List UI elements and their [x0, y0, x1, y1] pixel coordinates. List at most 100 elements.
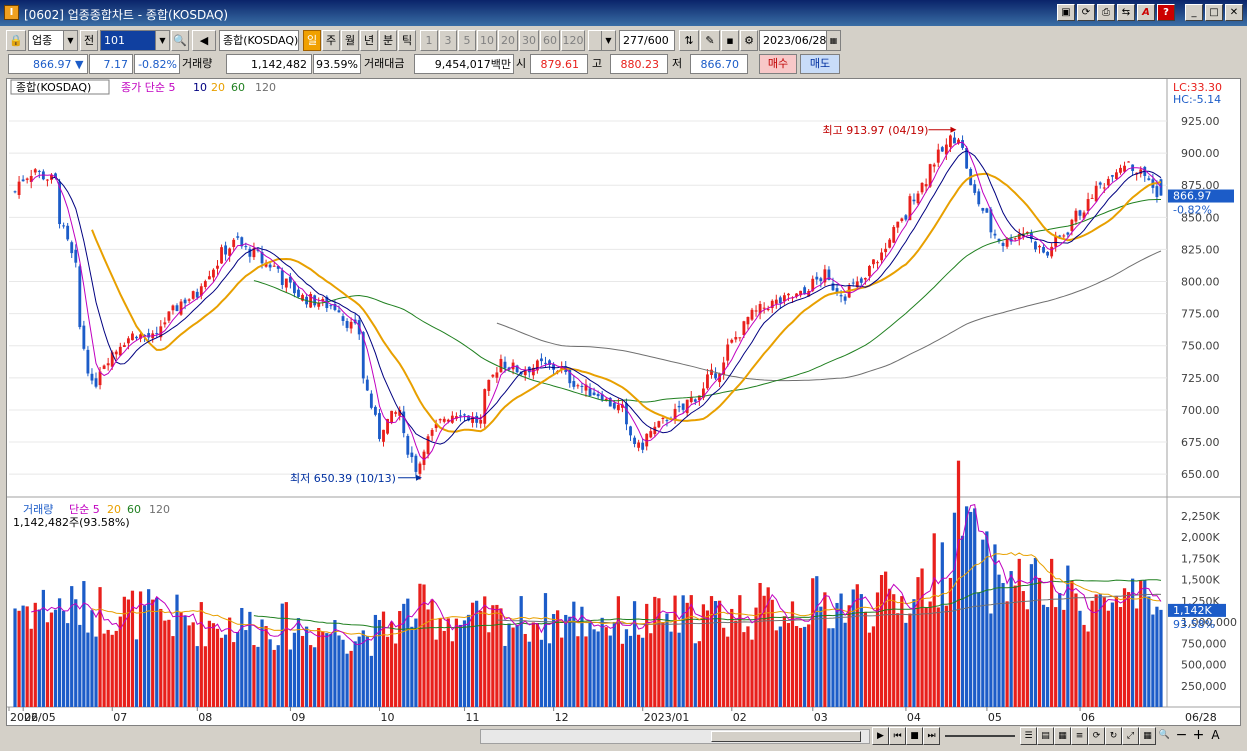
candle-body — [1001, 242, 1005, 247]
volume-bar — [507, 623, 511, 707]
candle-body — [1058, 235, 1062, 237]
zoom-out-icon[interactable]: − — [1175, 727, 1188, 743]
window-icon[interactable]: ▣ — [1057, 4, 1075, 21]
candle-body — [1025, 231, 1029, 233]
rewind-icon[interactable]: ⏮ — [889, 727, 906, 745]
interval-60[interactable]: 60 — [540, 30, 560, 51]
filter-icon[interactable]: ≡ — [1071, 727, 1088, 745]
grid-icon[interactable]: ▦ — [1054, 727, 1071, 745]
candle-body — [382, 429, 385, 442]
settings-icon[interactable]: ⚙ — [740, 30, 758, 51]
help-icon[interactable]: ? — [1157, 4, 1175, 21]
prev-button[interactable]: 전 — [80, 30, 98, 51]
zoom-slider[interactable] — [945, 735, 1015, 737]
zoom-icon[interactable]: 🔍 — [1158, 730, 1171, 740]
high-arrow-head — [950, 126, 957, 133]
buy-button[interactable]: 매수 — [759, 54, 797, 74]
stop-icon[interactable]: ■ — [906, 727, 923, 745]
volume-bar — [264, 626, 268, 707]
volume-bar — [1110, 602, 1115, 707]
search-icon[interactable]: 🔍 — [171, 30, 189, 51]
close-icon[interactable]: ✕ — [1225, 4, 1243, 21]
calendar-icon[interactable]: ▦ — [826, 31, 840, 50]
candle-body — [523, 370, 527, 376]
period-month[interactable]: 월 — [341, 30, 359, 51]
candle-body — [212, 269, 215, 278]
refresh-icon[interactable]: ⟳ — [1077, 4, 1095, 21]
scroll-thumb[interactable] — [711, 731, 861, 742]
quote-open: 879.61 — [530, 54, 588, 74]
date-field[interactable]: 2023/06/28 ▦ — [759, 30, 841, 51]
candle-body — [288, 276, 292, 283]
candle-body — [37, 170, 41, 172]
save-icon[interactable]: ▪ — [721, 30, 739, 51]
link-icon[interactable]: ⇆ — [1117, 4, 1135, 21]
interval-1[interactable]: 1 — [420, 30, 438, 51]
candle-body — [515, 365, 519, 373]
font-size-icon[interactable]: A — [1211, 728, 1220, 742]
candle-body — [58, 181, 61, 225]
speaker-icon[interactable]: ◀ — [192, 30, 216, 51]
category-select[interactable]: 업종 ▼ — [28, 30, 78, 51]
lock-icon[interactable]: 🔒 — [6, 30, 26, 51]
sell-button[interactable]: 매도 — [800, 54, 840, 74]
interval-select[interactable]: ▼ — [588, 30, 616, 51]
volume-bar — [1001, 582, 1005, 707]
interval-10[interactable]: 10 — [477, 30, 497, 51]
minimize-icon[interactable]: _ — [1185, 4, 1203, 21]
candle-body — [82, 325, 86, 349]
chart-type-icon[interactable]: ⇅ — [679, 30, 699, 51]
interval-120[interactable]: 120 — [561, 30, 585, 51]
period-minute[interactable]: 분 — [379, 30, 397, 51]
candle-body — [410, 452, 414, 458]
interval-3[interactable]: 3 — [439, 30, 457, 51]
candle-body — [1106, 178, 1110, 186]
price-legend-period: 10 — [193, 81, 207, 94]
volume-bar — [167, 619, 171, 707]
candle-body — [126, 338, 130, 344]
interval-30[interactable]: 30 — [519, 30, 539, 51]
quote-volume-pct: 93.59% — [313, 54, 361, 74]
fast-forward-icon[interactable]: ⏭ — [923, 727, 940, 745]
maximize-icon[interactable]: □ — [1205, 4, 1223, 21]
scroll-right-icon[interactable]: ▶ — [872, 727, 889, 745]
price-tick-label: 925.00 — [1181, 115, 1220, 128]
period-day[interactable]: 일 — [303, 30, 321, 51]
expand-icon[interactable]: ⤢ — [1122, 727, 1139, 745]
volume-bar — [90, 610, 94, 707]
zoom-in-icon[interactable]: + — [1192, 727, 1205, 743]
volume-bar — [284, 602, 288, 707]
rotate-icon[interactable]: ↻ — [1105, 727, 1122, 745]
volume-bar — [122, 596, 126, 707]
volume-legend-ma: 단순 5 — [69, 503, 100, 516]
period-tick[interactable]: 틱 — [398, 30, 416, 51]
table-icon[interactable]: ▤ — [1037, 727, 1054, 745]
period-year[interactable]: 년 — [360, 30, 378, 51]
chart-area[interactable]: 650.00 675.00 700.00 725.00 750.00 775.00 800.… — [6, 78, 1241, 726]
month-label: 2022/05 — [10, 711, 56, 724]
font-icon[interactable]: A — [1137, 4, 1155, 21]
price-legend-period: 60 — [231, 81, 245, 94]
refresh-icon[interactable]: ⟳ — [1088, 727, 1105, 745]
candle-body — [434, 424, 438, 429]
volume-bar — [681, 595, 685, 707]
indicator-icon[interactable]: ✎ — [700, 30, 720, 51]
chart-scrollbar[interactable] — [480, 729, 870, 744]
chart-svg[interactable]: 650.00 675.00 700.00 725.00 750.00 775.00 800.… — [7, 79, 1240, 725]
chevron-down-icon[interactable]: ▼ — [601, 31, 615, 50]
volume-bar — [705, 610, 710, 707]
interval-5[interactable]: 5 — [458, 30, 476, 51]
chevron-down-icon[interactable]: ▼ — [155, 31, 169, 50]
list-icon[interactable]: ☰ — [1020, 727, 1037, 745]
print-icon[interactable]: ⎙ — [1097, 4, 1115, 21]
count-field[interactable]: 277/600 — [619, 30, 675, 51]
candle-body — [625, 403, 628, 425]
volume-bar — [831, 628, 835, 707]
period-week[interactable]: 주 — [322, 30, 340, 51]
chevron-down-icon[interactable]: ▼ — [63, 31, 77, 50]
grid-icon[interactable]: ▦ — [1139, 727, 1156, 745]
candle-body — [163, 322, 167, 325]
volume-bar — [750, 639, 754, 707]
interval-20[interactable]: 20 — [498, 30, 518, 51]
code-input[interactable]: 101 ▼ — [100, 30, 170, 51]
